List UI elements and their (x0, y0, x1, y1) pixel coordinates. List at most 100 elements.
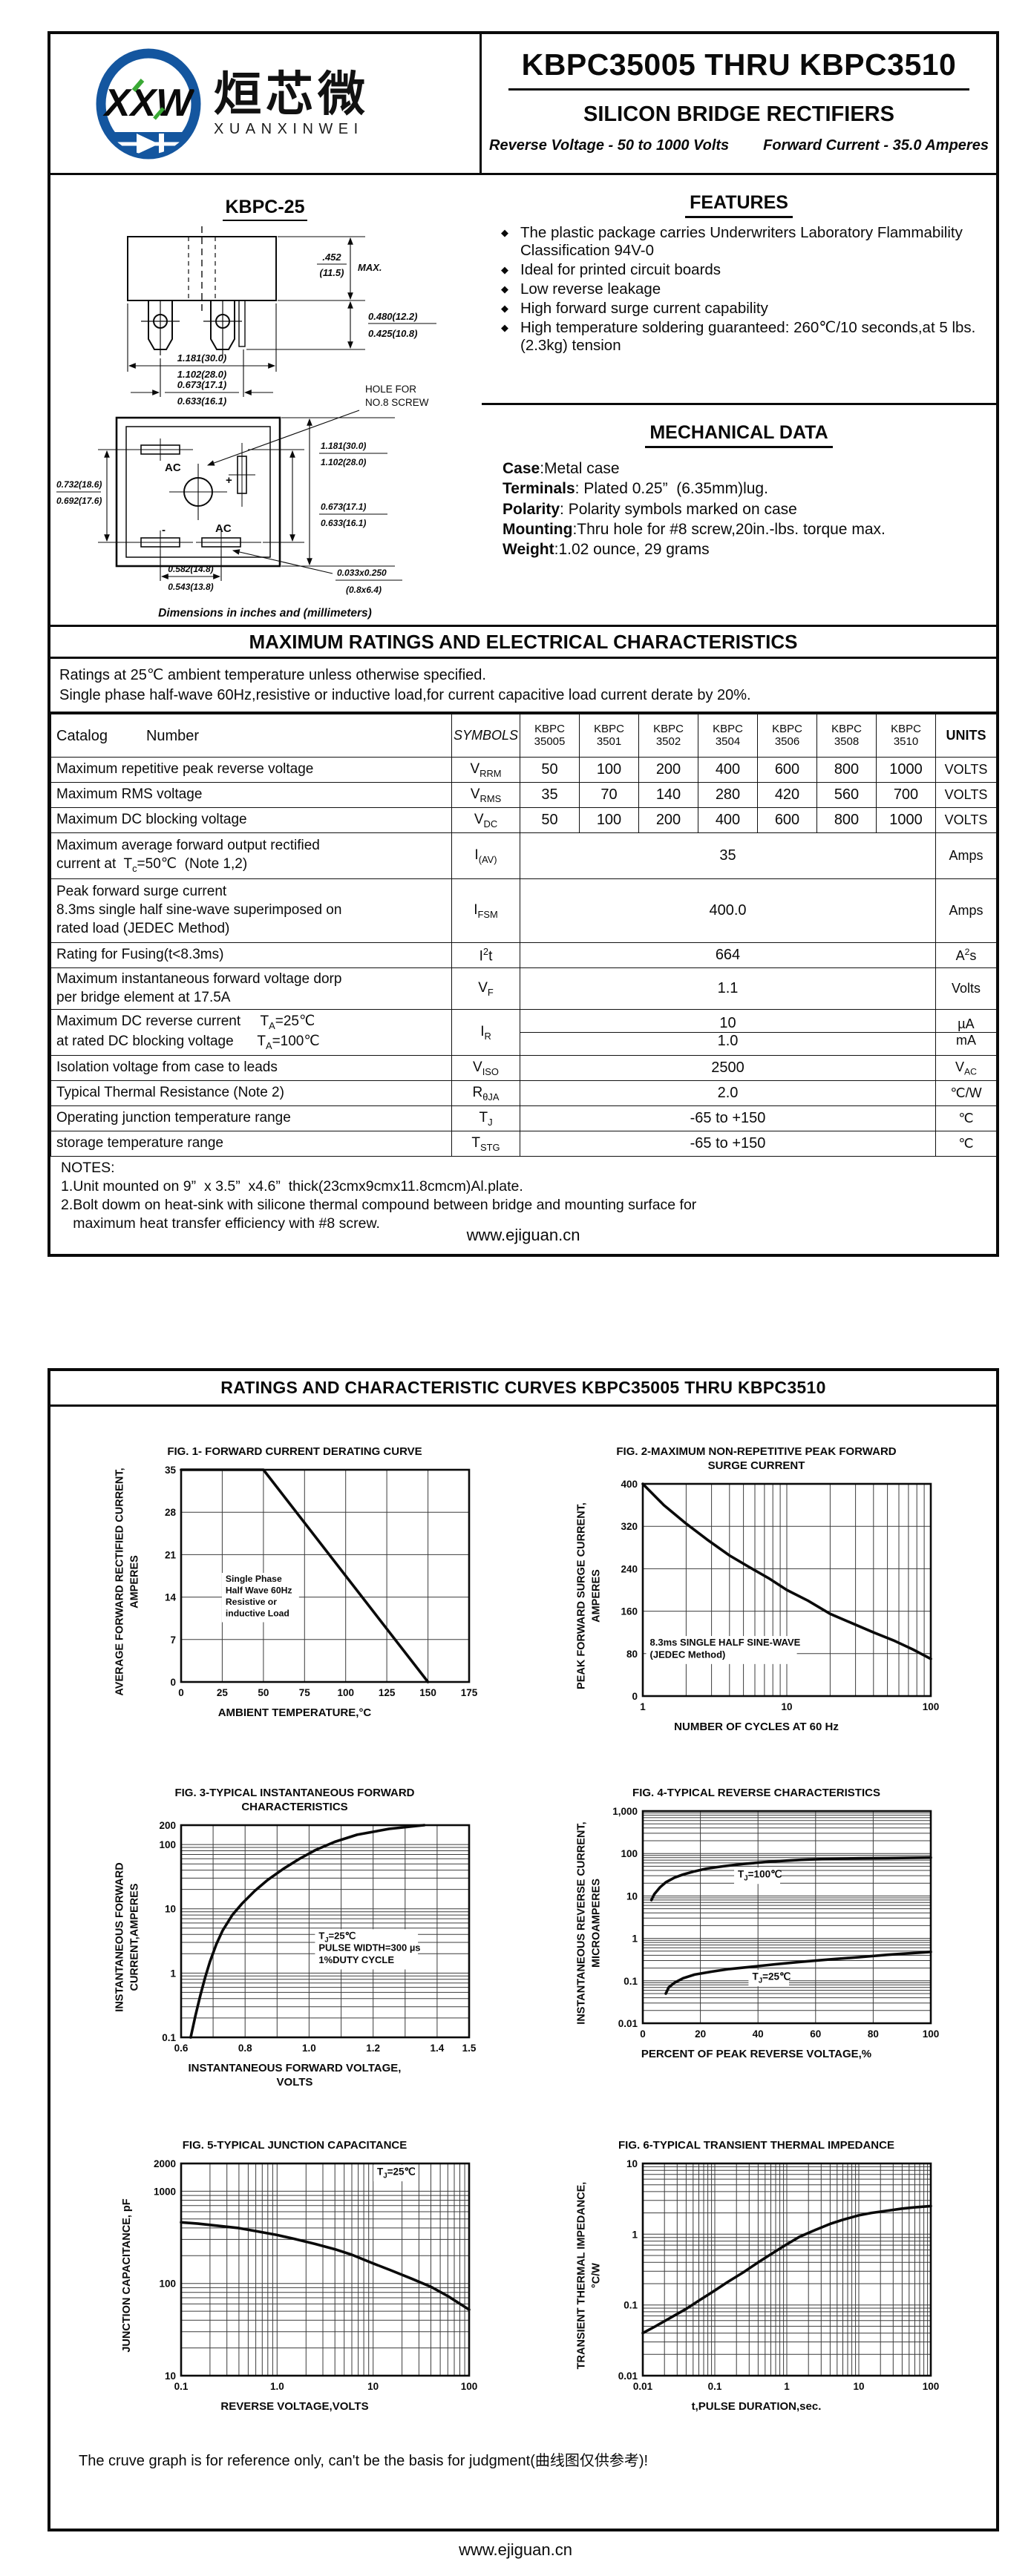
page2-footer-url: www.ejiguan.cn (459, 2540, 572, 2559)
svg-text:21: 21 (165, 1549, 177, 1560)
dim-span-max: 0.673(17.1) (177, 379, 227, 390)
svg-text:60: 60 (810, 2028, 821, 2040)
svg-text:1,000: 1,000 (612, 1806, 638, 1817)
svg-text:1%DUTY CYCLE: 1%DUTY CYCLE (318, 1954, 394, 1965)
row-value: 35 (520, 782, 580, 808)
feature-item: ◆ High forward surge current capability (501, 299, 768, 317)
svg-text:10: 10 (367, 2381, 379, 2392)
svg-text:0.1: 0.1 (708, 2381, 722, 2392)
row-unit-split: µA mA (935, 1009, 997, 1056)
annotation-bg (734, 1867, 781, 1884)
svg-text:10: 10 (626, 2158, 638, 2169)
figure-plot: 0.6 0.8 1.0 1.2 1.4 1.5 0.1 1 10 100 200 TJ=25℃PULS… (159, 1820, 476, 2054)
figure-xlabel: AMBIENT TEMPERATURE,°C (217, 1706, 372, 1719)
svg-text:1.4: 1.4 (430, 2043, 444, 2054)
feature-item: ◆ Ideal for printed circuit boards (501, 260, 721, 278)
table-row: Rating for Fusing(t<8.3ms) I2t 664 A2s (50, 942, 997, 968)
row-symbol: RθJA (451, 1080, 520, 1106)
row-value: 50 (520, 807, 580, 833)
plot-fig1: 0 25 50 75 100 125 150 175 0 7 14 21 28 35 Single Phas… (165, 1465, 478, 1698)
dim-lug-max: 0.480(12.2) (368, 311, 418, 322)
row-unit: ℃/W (935, 1080, 997, 1106)
feature-item: ◆ Low reverse leakage (501, 280, 661, 298)
row-value: 2.0 (520, 1080, 936, 1106)
mechanical-rows: Case:Metal case Terminals: Plated 0.25” … (482, 459, 996, 559)
bullet-icon: ◆ (501, 227, 508, 238)
dim-width-min: 1.102(28.0) (177, 369, 227, 380)
row-value: 280 (698, 782, 758, 808)
figure-title: FIG. 6-TYPICAL TRANSIENT THERMAL IMPEDAN… (618, 2139, 894, 2152)
plot-fig6: 0.01 0.1 1 10 100 0.01 0.1 1 10 (618, 2158, 940, 2392)
plot-fig4: 0 20 40 60 80 100 0.01 0.1 1 10 100 1,000 TJ=100℃ TJ=… (612, 1806, 939, 2040)
figure-xlabel: t,PULSE DURATION,sec. (691, 2399, 822, 2413)
svg-text:0.8: 0.8 (238, 2043, 252, 2054)
row-parameter: Isolation voltage from case to leads (50, 1055, 452, 1081)
dim-right-s-min: 0.633(16.1) (321, 518, 366, 528)
row-symbol: VDC (451, 807, 520, 833)
tick-labels: 0.6 0.8 1.0 1.2 1.4 1.5 0.1 1 10 100 200 (159, 1820, 476, 2054)
package-name: KBPC-25 (222, 197, 308, 221)
svg-text:10: 10 (781, 1701, 792, 1712)
col-header-device: KBPC 35005 (520, 714, 580, 758)
svg-text:100: 100 (621, 1848, 638, 1859)
svg-text:240: 240 (621, 1563, 638, 1574)
row-symbol: VF (451, 967, 520, 1010)
mech-row-weight: Weight:1.02 ounce, 29 grams (503, 541, 710, 559)
svg-text:TJ=25℃: TJ=25℃ (377, 2166, 416, 2180)
row-unit: A2s (935, 942, 997, 968)
svg-text:1.5: 1.5 (462, 2043, 477, 2054)
tick-labels: 0 25 50 75 100 125 150 175 0 7 14 21 28 35 (165, 1465, 478, 1698)
logo-mark-text: XXW (102, 82, 195, 125)
svg-text:100: 100 (337, 1687, 354, 1698)
row-symbol: I(AV) (451, 832, 520, 879)
figure-fig4: FIG. 4-TYPICAL REVERSE CHARACTERISTICS IN… (531, 1787, 981, 2061)
svg-text:200: 200 (159, 1820, 176, 1831)
row-symbol: IFSM (451, 878, 520, 943)
logo-green-accent (131, 79, 145, 92)
svg-text:0.1: 0.1 (162, 2032, 176, 2043)
plot-border (641, 1482, 932, 1697)
hole-note-line1: HOLE FOR (365, 384, 416, 395)
figure-title: FIG. 4-TYPICAL REVERSE CHARACTERISTICS (632, 1787, 880, 1799)
dim-lug-min: 0.425(10.8) (368, 328, 418, 339)
row-value: 140 (638, 782, 698, 808)
diode-icon (137, 134, 159, 154)
table-row: Maximum instantaneous forward voltage do… (50, 967, 997, 1010)
svg-text:TJ=25℃: TJ=25℃ (752, 1971, 791, 1985)
tick-labels: 0.01 0.1 1 10 100 0.01 0.1 1 10 (618, 2158, 940, 2392)
annotation: TJ=25℃ (752, 1971, 791, 1985)
row-unit: VOLTS (935, 782, 997, 808)
feature-item: ◆ The plastic package carries Underwriter… (501, 224, 963, 259)
svg-text:0: 0 (170, 1677, 176, 1688)
row-symbol: VRMS (451, 782, 520, 808)
row-value: -65 to +150 (520, 1131, 936, 1157)
row-value: 200 (638, 757, 698, 783)
mech-row-case: Case:Metal case (503, 460, 620, 477)
svg-text:35: 35 (165, 1465, 177, 1476)
row-parameter: Operating junction temperature range (50, 1105, 452, 1131)
row-value: 200 (638, 807, 698, 833)
annotation-bg (646, 1635, 797, 1664)
title-rule (508, 88, 969, 91)
svg-text:10: 10 (853, 2381, 864, 2392)
figure-plot: 0.01 0.1 1 10 100 0.01 0.1 1 10 (618, 2158, 940, 2392)
svg-text:100: 100 (159, 1839, 176, 1850)
brand-name-en: XUANXINWEI (214, 120, 364, 137)
row-unit: VAC (935, 1055, 997, 1081)
row-unit: Amps (935, 832, 997, 879)
tick-labels: 0 20 40 60 80 100 0.01 0.1 1 10 100 1,000 (612, 1806, 939, 2040)
annotation-bg (373, 2164, 414, 2181)
dim-right-w-max: 1.181(30.0) (321, 441, 366, 451)
annotation: 8.3ms SINGLE HALF SINE-WAVE(JEDEC Method… (650, 1637, 801, 1660)
table-row: Maximum repetitive peak reverse voltage V… (50, 757, 997, 783)
mechanical-title: MECHANICAL DATA (645, 422, 833, 448)
terminal-ac-top: AC (165, 461, 181, 474)
dim-left-max: 0.732(18.6) (56, 479, 102, 490)
row-value: -65 to +150 (520, 1105, 936, 1131)
brand-name-cn: 烜芯微 (214, 67, 370, 121)
table-row: Maximum RMS voltage VRMS 35 70 140 280 420 560 7… (50, 782, 997, 808)
svg-text:0: 0 (632, 1691, 638, 1702)
row-value: 420 (757, 782, 817, 808)
svg-text:1: 1 (640, 1701, 646, 1712)
col-header-device: KBPC 3510 (876, 714, 936, 758)
